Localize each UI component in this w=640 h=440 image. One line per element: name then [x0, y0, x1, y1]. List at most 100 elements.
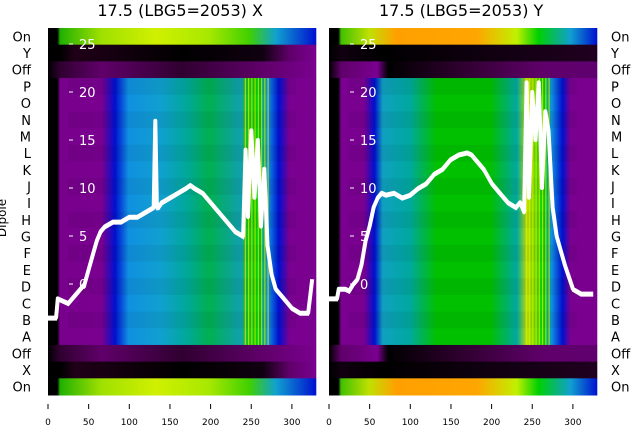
row-label: Off	[12, 347, 32, 362]
heatmap-row	[329, 294, 598, 313]
row-label: I	[611, 197, 615, 212]
heatmap-row-shade	[349, 244, 578, 262]
row-label: C	[611, 297, 620, 312]
y-tick-label: 20	[360, 86, 377, 101]
heatmap-row	[48, 361, 317, 379]
panel-title: 17.5 (LBG5=2053) Y	[379, 1, 544, 20]
heatmap-row	[329, 378, 598, 396]
x-tick-label: 300	[564, 418, 581, 428]
row-label: On	[611, 381, 629, 396]
row-label: On	[611, 30, 629, 45]
row-label: F	[24, 247, 31, 262]
heatmap-row	[48, 44, 317, 62]
row-label: O	[21, 97, 31, 112]
x-tick-label: 150	[161, 418, 178, 428]
heatmap-row	[329, 328, 598, 346]
heatmap-row	[329, 161, 598, 179]
row-label: D	[21, 281, 31, 296]
heatmap-row	[329, 244, 598, 263]
y-tick-label: 5	[79, 230, 87, 245]
heatmap-stripe	[254, 78, 256, 345]
heatmap-stripe	[532, 78, 534, 345]
row-label: K	[22, 164, 31, 179]
x-tick-label: 0	[45, 418, 51, 428]
heatmap-row	[48, 94, 317, 112]
y-tick-label: 15	[360, 134, 377, 149]
row-label: J	[26, 180, 31, 195]
y-tick-label: 0	[360, 278, 368, 293]
x-tick-label: 50	[83, 418, 95, 428]
x-tick-label: 250	[524, 418, 541, 428]
heatmap-row	[329, 311, 598, 329]
panel-title: 17.5 (LBG5=2053) X	[97, 1, 263, 20]
heatmap-row	[48, 311, 317, 329]
heatmap-row	[48, 28, 317, 46]
heatmap-row	[329, 211, 598, 229]
heatmap-row-shade	[68, 278, 297, 295]
heatmap-row	[329, 194, 598, 212]
row-label: A	[22, 331, 31, 346]
row-label: E	[23, 264, 31, 279]
heatmap-stripe	[538, 78, 540, 345]
row-label: K	[611, 164, 620, 179]
heatmap-row	[48, 194, 317, 212]
heatmap-stripe	[257, 78, 259, 345]
heatmap-row	[329, 78, 598, 96]
row-label: Off	[611, 347, 631, 362]
heatmap-row-shade	[68, 178, 297, 195]
row-label: I	[27, 197, 31, 212]
heatmap-stripe	[545, 78, 547, 345]
x-tick-label: 250	[243, 418, 260, 428]
heatmap-row-shade	[349, 111, 578, 129]
row-label: Y	[22, 47, 31, 62]
heatmap-row	[48, 378, 317, 396]
heatmap-row-shade	[349, 278, 578, 295]
heatmap-stripe	[535, 78, 537, 345]
row-label: C	[22, 297, 31, 312]
heatmap-row-shade	[68, 144, 297, 162]
heatmap-row	[48, 278, 317, 296]
row-label: Off	[12, 64, 32, 79]
row-label: G	[21, 231, 31, 246]
panel-y: 17.5 (LBG5=2053) YOnYOffPONMLKJIHGFEDCBA…	[326, 1, 631, 428]
series-line-repeat	[48, 122, 314, 321]
row-label: Off	[611, 64, 631, 79]
heatmap-row	[329, 61, 598, 79]
heatmap-row	[48, 161, 317, 179]
y-tick-label: 15	[79, 134, 96, 149]
heatmap-stripe	[251, 78, 253, 345]
row-label: G	[611, 231, 621, 246]
heatmap-row	[48, 61, 317, 79]
row-label: Y	[610, 47, 619, 62]
y-tick-label: 20	[79, 86, 96, 101]
row-label: P	[611, 80, 619, 95]
y-tick-label: 10	[360, 182, 377, 197]
x-tick-label: 150	[442, 418, 459, 428]
row-label: A	[611, 331, 620, 346]
row-label: J	[610, 180, 615, 195]
heatmap-row	[329, 278, 598, 296]
row-label: X	[611, 364, 620, 379]
row-label: On	[13, 30, 31, 45]
heatmap-row-shade	[68, 211, 297, 229]
y-tick-label: 5	[360, 230, 368, 245]
x-tick-label: 200	[202, 418, 219, 428]
series-line-repeat	[329, 84, 594, 302]
y-tick-label: 25	[79, 38, 96, 53]
heatmap-row-shade	[349, 211, 578, 229]
heatmap-stripe	[267, 78, 269, 345]
heatmap-row	[48, 261, 317, 279]
row-label: O	[611, 97, 621, 112]
heatmap-row	[329, 344, 598, 363]
row-label: L	[24, 147, 32, 162]
heatmap-row-shade	[68, 311, 297, 329]
heatmap-row	[329, 261, 598, 279]
heatmap-stripe	[525, 78, 527, 345]
x-tick-label: 300	[283, 418, 300, 428]
row-label: N	[21, 114, 31, 129]
row-label: On	[13, 381, 31, 396]
row-label: N	[611, 114, 621, 129]
x-tick-label: 100	[402, 418, 419, 428]
y-tick-label: 25	[360, 38, 377, 53]
